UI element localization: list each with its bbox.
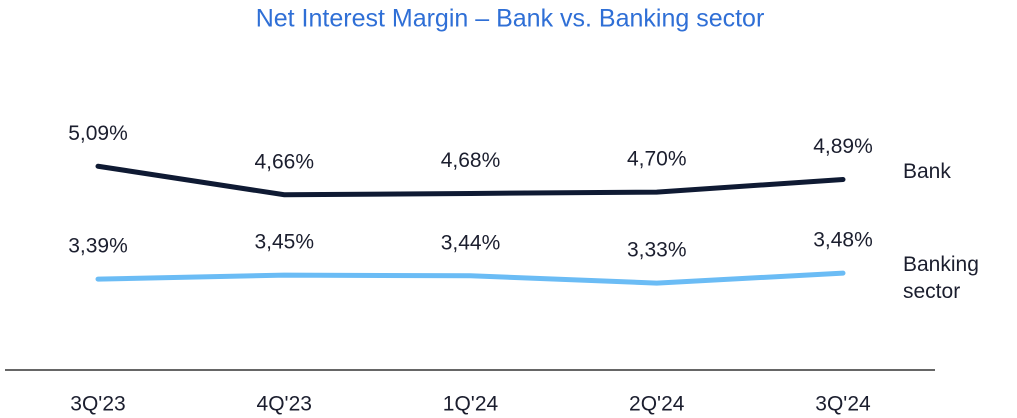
- series-line: [95, 270, 846, 286]
- x-tick-label: 2Q'24: [629, 393, 685, 416]
- x-tick-label: 3Q'24: [815, 393, 871, 416]
- data-label: 4,89%: [813, 135, 873, 158]
- series-line: [95, 163, 846, 198]
- series-name: Bank: [903, 159, 951, 183]
- data-label: 4,68%: [441, 149, 501, 172]
- x-tick-label: 1Q'24: [443, 393, 499, 416]
- data-label: 3,39%: [68, 235, 128, 258]
- chart-title: Net Interest Margin – Bank vs. Banking s…: [256, 5, 765, 33]
- data-label: 4,66%: [254, 150, 314, 173]
- data-label: 4,70%: [627, 148, 687, 171]
- data-label: 3,44%: [441, 231, 501, 254]
- data-label: 3,45%: [254, 231, 314, 254]
- x-tick-label: 4Q'23: [257, 393, 312, 416]
- data-label: 5,09%: [68, 122, 128, 145]
- data-label: 3,33%: [627, 239, 687, 262]
- series-name: Banking sector: [903, 253, 979, 304]
- data-label: 3,48%: [813, 229, 873, 252]
- x-tick-label: 3Q'23: [70, 393, 125, 416]
